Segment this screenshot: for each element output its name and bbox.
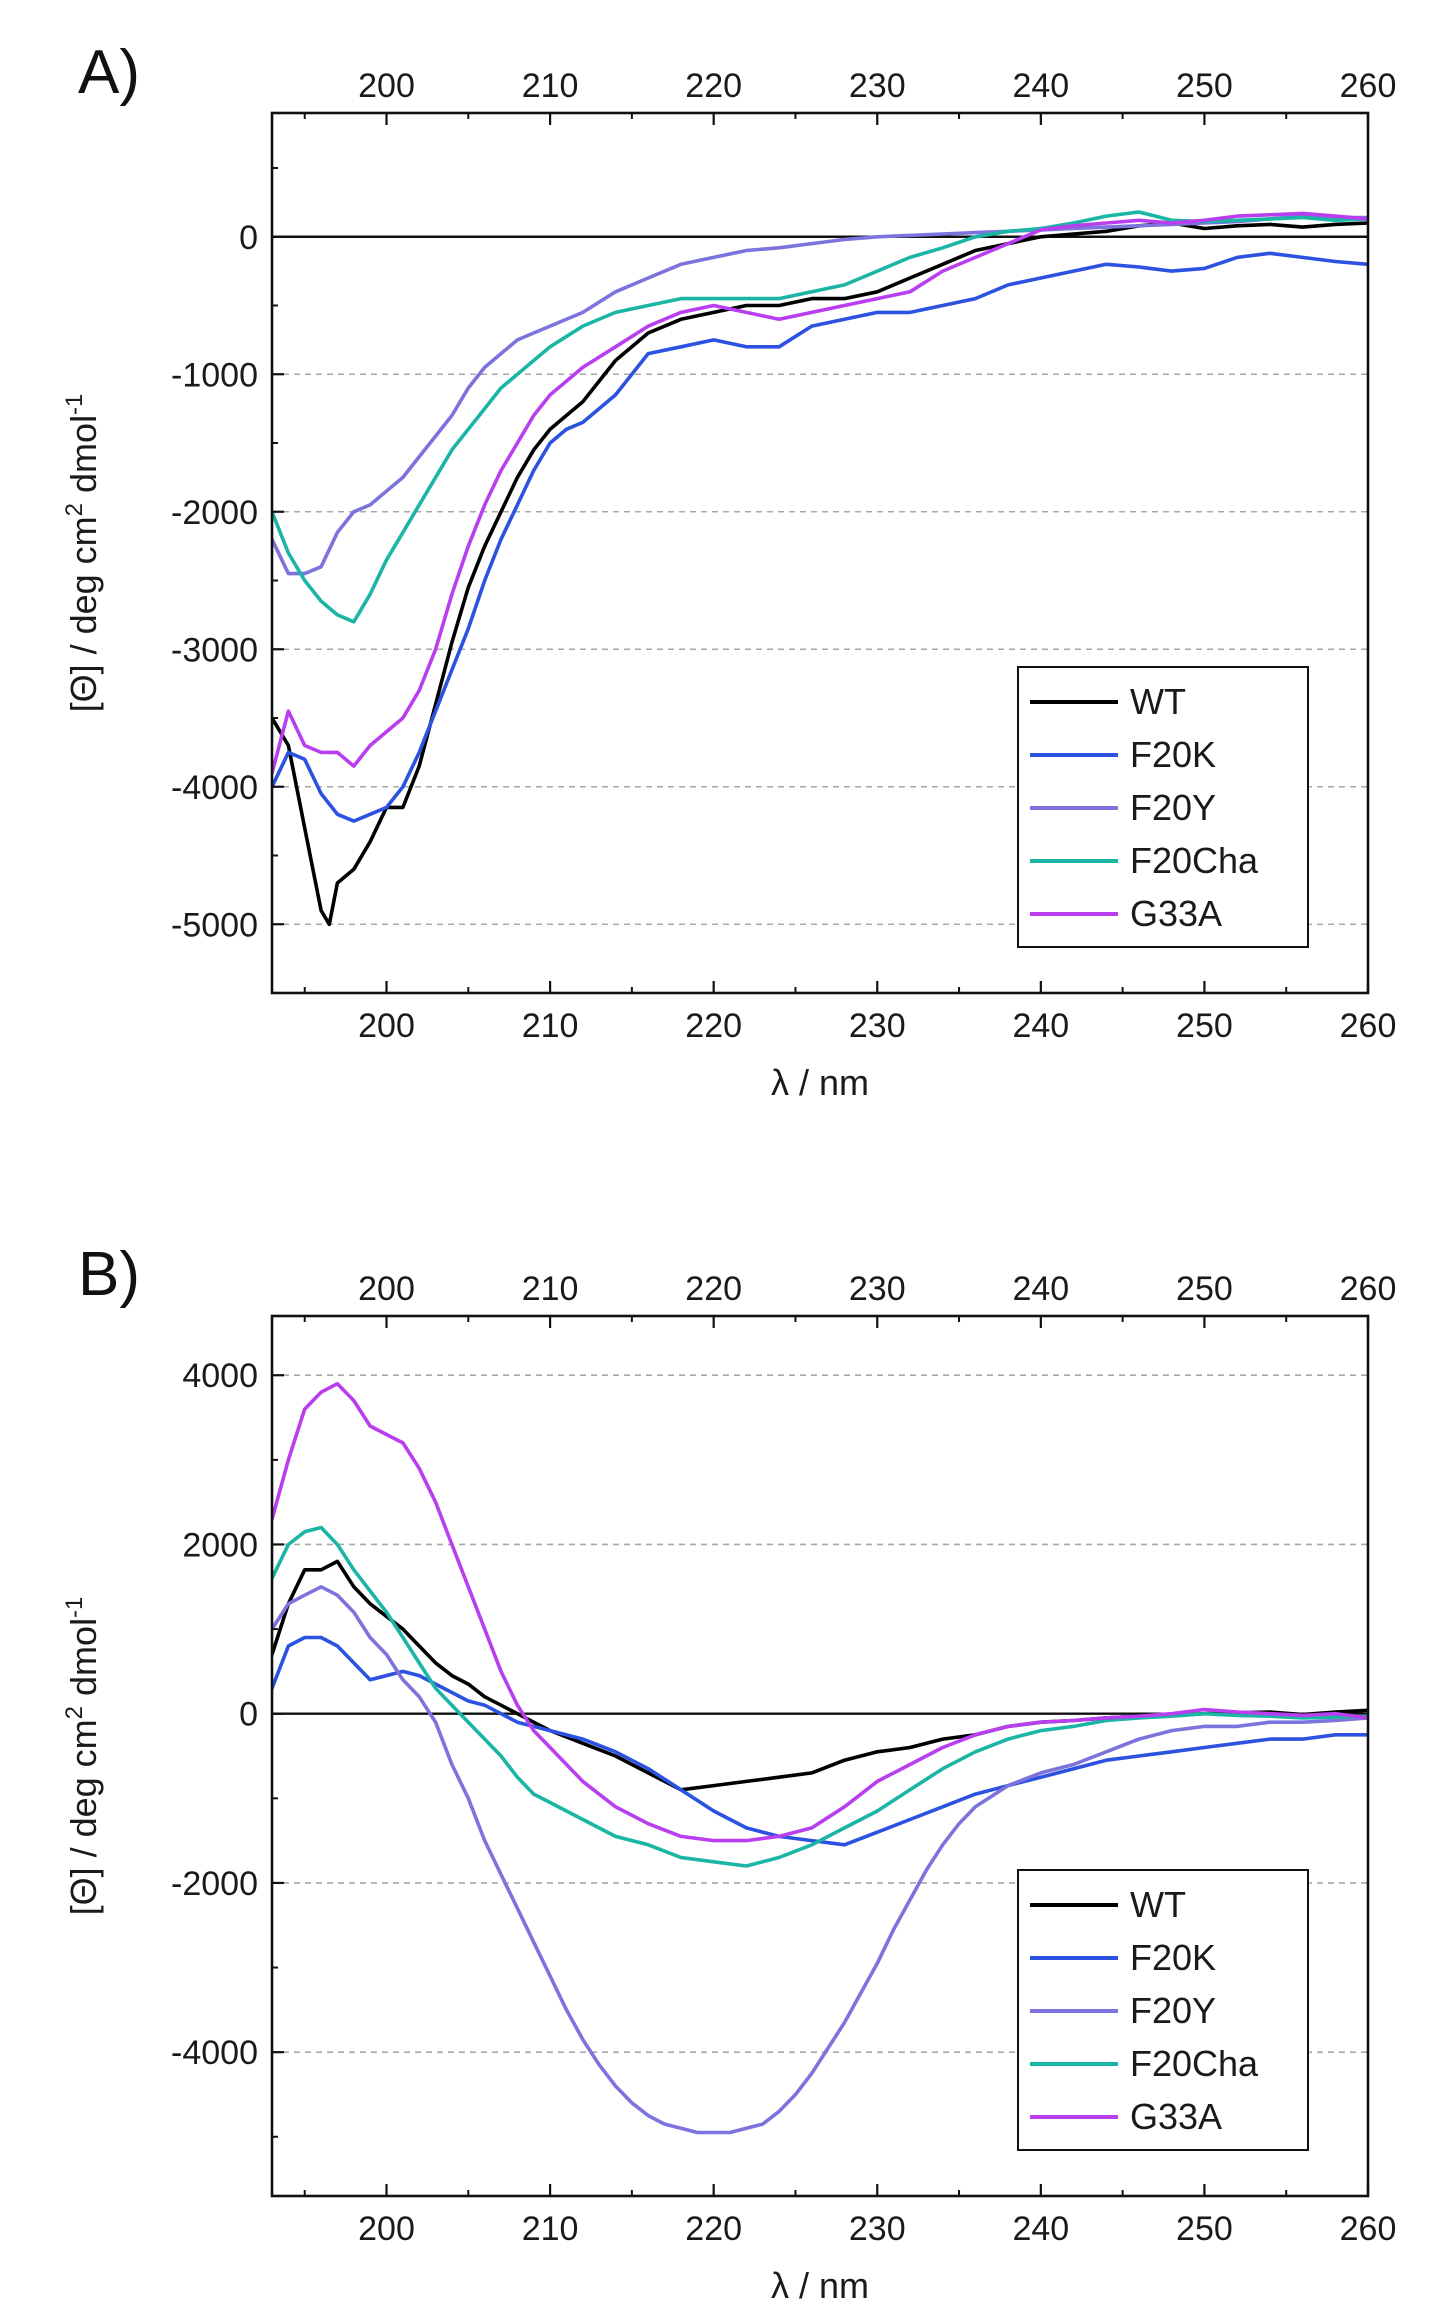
- series-line-f20y: [272, 1585, 1368, 2135]
- y-tick-label: 2000: [182, 1526, 258, 1564]
- x-tick-label-top: 220: [685, 1270, 742, 1308]
- y-tick-label: -4000: [171, 769, 258, 807]
- x-tick-label-bottom: 240: [1012, 2210, 1069, 2248]
- plot-frame: [270, 111, 1370, 995]
- legend-label-f20k: F20K: [1130, 1937, 1216, 1978]
- legend-label-wt: WT: [1130, 1884, 1186, 1925]
- series-line-g33a: [272, 1381, 1368, 1843]
- legend: WT F20K F20Y F20Cha G33A: [1017, 666, 1309, 948]
- y-tick-label: -2000: [171, 1865, 258, 1903]
- chart-panel-b: 200 200 210 210 220 220 230 230 240 240 250 250 260 2…: [61, 1240, 1396, 2306]
- series-line-g33a: [272, 211, 1368, 775]
- x-tick-label-top: 250: [1176, 1270, 1233, 1308]
- plot-frame: [270, 1314, 1370, 2198]
- x-tick-label-top: 230: [849, 1270, 906, 1308]
- y-axis-title-superscript: -1: [61, 1597, 88, 1618]
- legend-label-f20cha: F20Cha: [1130, 2043, 1259, 2084]
- series-line-f20cha: [272, 1525, 1368, 1868]
- y-tick-label: 0: [239, 1696, 258, 1734]
- y-tick-label: -5000: [171, 906, 258, 944]
- series-group: [272, 1381, 1368, 2135]
- legend-label-f20k: F20K: [1130, 734, 1216, 775]
- x-tick-label-bottom: 200: [358, 2210, 415, 2248]
- legend-label-f20cha: F20Cha: [1130, 840, 1259, 881]
- legend-label-wt: WT: [1130, 681, 1186, 722]
- y-tick-label: -2000: [171, 494, 258, 532]
- series-line-wt: [272, 1559, 1368, 1792]
- x-tick-label-top: 240: [1012, 67, 1069, 105]
- legend-label-g33a: G33A: [1130, 2096, 1222, 2137]
- series-group: [272, 210, 1368, 927]
- x-tick-label-bottom: 220: [685, 1007, 742, 1045]
- chart-panel-a: 200 200 210 210 220 220 230 230 240 240 250 250 260 2…: [61, 38, 1396, 1103]
- x-tick-label-top: 230: [849, 67, 906, 105]
- y-axis-title-part: dmol: [63, 1618, 104, 1706]
- legend: WT F20K F20Y F20Cha G33A: [1017, 1869, 1309, 2151]
- y-axis-title-part: [Θ] / deg cm: [63, 1719, 104, 1915]
- y-tick-label: 0: [239, 219, 258, 257]
- series-line-f20y: [272, 214, 1368, 576]
- x-tick-label-bottom: 230: [849, 1007, 906, 1045]
- panel-label: B): [78, 1240, 140, 1309]
- legend-label-f20y: F20Y: [1130, 1990, 1216, 2031]
- x-tick-label-bottom: 240: [1012, 1007, 1069, 1045]
- x-tick-label-bottom: 210: [522, 2210, 579, 2248]
- x-tick-label-top: 260: [1340, 1270, 1397, 1308]
- y-tick-label: 4000: [182, 1357, 258, 1395]
- x-tick-label-bottom: 230: [849, 2210, 906, 2248]
- y-axis-title: [Θ] / deg cm2 dmol-1: [61, 394, 104, 713]
- x-tick-label-top: 240: [1012, 1270, 1069, 1308]
- x-tick-label-top: 220: [685, 67, 742, 105]
- x-tick-label-bottom: 220: [685, 2210, 742, 2248]
- series-line-f20k: [272, 251, 1368, 823]
- x-axis-title: λ / nm: [771, 2265, 869, 2306]
- x-tick-label-top: 250: [1176, 67, 1233, 105]
- y-tick-label: -4000: [171, 2034, 258, 2072]
- x-tick-label-bottom: 200: [358, 1007, 415, 1045]
- y-axis-title-superscript: -1: [61, 394, 88, 415]
- legend-label-f20y: F20Y: [1130, 787, 1216, 828]
- y-axis-title-part: [Θ] / deg cm: [63, 516, 104, 712]
- x-tick-label-top: 210: [522, 67, 579, 105]
- legend-label-g33a: G33A: [1130, 893, 1222, 934]
- y-tick-label: -1000: [171, 356, 258, 394]
- y-axis-title-superscript: 2: [61, 1706, 88, 1719]
- x-tick-label-top: 210: [522, 1270, 579, 1308]
- x-tick-label-top: 200: [358, 1270, 415, 1308]
- series-line-f20cha: [272, 210, 1368, 624]
- x-tick-label-top: 200: [358, 67, 415, 105]
- panel-label: A): [78, 38, 140, 107]
- y-axis-title: [Θ] / deg cm2 dmol-1: [61, 1597, 104, 1916]
- x-tick-label-top: 260: [1340, 67, 1397, 105]
- x-tick-label-bottom: 260: [1340, 1007, 1397, 1045]
- y-axis-title-part: dmol: [63, 415, 104, 503]
- x-tick-label-bottom: 250: [1176, 1007, 1233, 1045]
- x-tick-label-bottom: 250: [1176, 2210, 1233, 2248]
- x-tick-label-bottom: 260: [1340, 2210, 1397, 2248]
- series-line-f20k: [272, 1635, 1368, 1847]
- y-tick-label: -3000: [171, 631, 258, 669]
- y-axis-title-superscript: 2: [61, 503, 88, 516]
- x-axis-title: λ / nm: [771, 1062, 869, 1103]
- x-tick-label-bottom: 210: [522, 1007, 579, 1045]
